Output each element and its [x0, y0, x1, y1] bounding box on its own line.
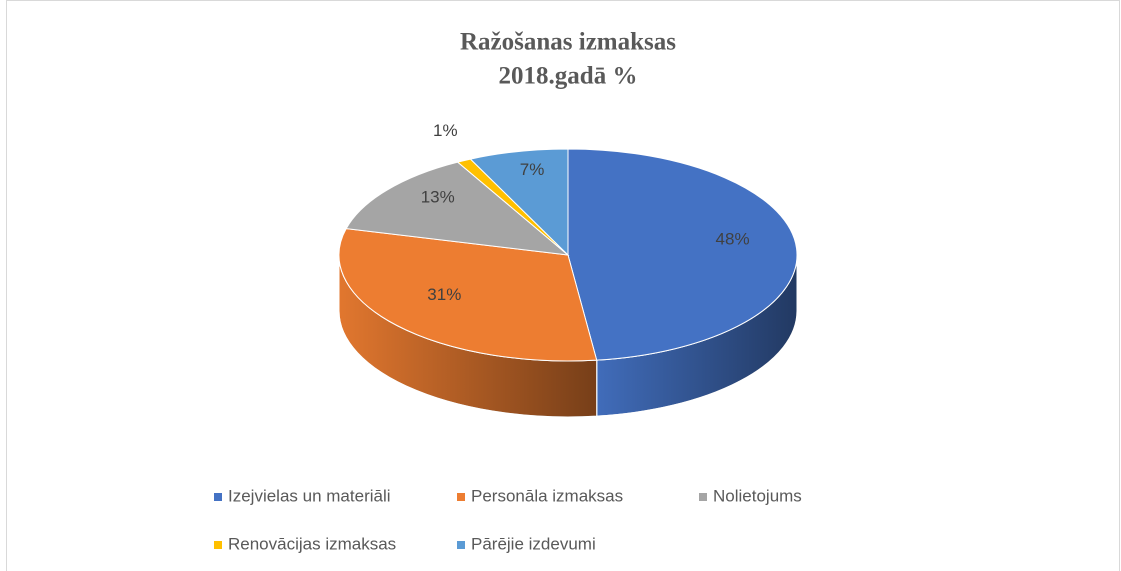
data-label: 48%	[716, 230, 750, 249]
legend-swatch	[699, 493, 707, 501]
data-label: 7%	[520, 160, 545, 179]
legend-label: Pārējie izdevumi	[471, 534, 596, 553]
legend-label: Izejvielas un materiāli	[228, 486, 391, 505]
legend-label: Nolietojums	[713, 486, 802, 505]
chart-frame	[6, 0, 1120, 571]
chart-title: 2018.gadā %	[499, 63, 638, 90]
slice	[469, 148, 569, 257]
legend-swatch	[214, 493, 222, 501]
chart-title: Ražošanas izmaksas	[460, 29, 676, 56]
legend-label: Renovācijas izmaksas	[228, 534, 396, 553]
data-label: 31%	[427, 285, 461, 304]
legend-label: Personāla izmaksas	[471, 486, 623, 505]
slice	[338, 228, 598, 362]
legend-swatch	[457, 541, 465, 549]
slice	[567, 148, 798, 361]
legend-swatch	[214, 541, 222, 549]
data-label: 13%	[421, 188, 455, 207]
legend-swatch	[457, 493, 465, 501]
slice	[345, 161, 570, 256]
data-label: 1%	[433, 121, 458, 140]
